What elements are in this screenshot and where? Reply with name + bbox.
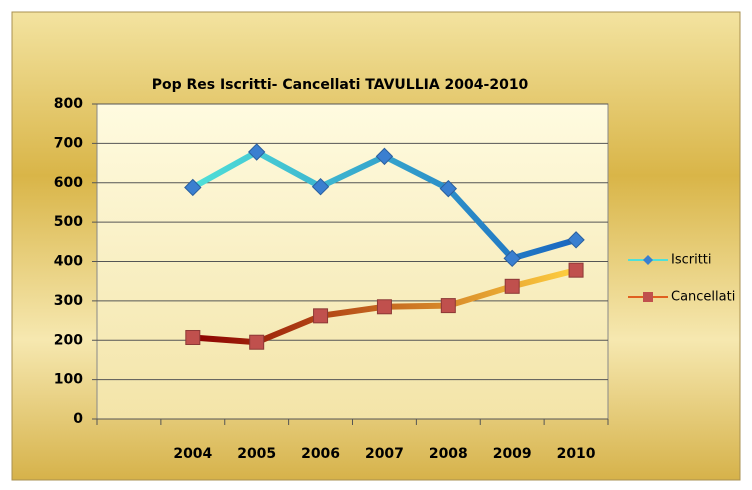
legend-marker <box>643 255 653 265</box>
legend-item: Iscritti <box>628 253 712 268</box>
x-tick-label: 2004 <box>173 446 212 462</box>
data-point <box>503 249 521 268</box>
data-point <box>247 143 266 161</box>
x-tick-label: 2008 <box>429 446 468 462</box>
data-point <box>313 308 329 324</box>
y-tick-label: 300 <box>54 293 83 309</box>
data-point <box>504 278 520 294</box>
y-tick-label: 0 <box>73 411 83 427</box>
y-tick-label: 200 <box>54 332 83 348</box>
x-tick-label: 2010 <box>557 446 596 462</box>
x-tick-label: 2005 <box>237 446 276 462</box>
data-point <box>185 329 201 345</box>
data-point <box>376 299 392 315</box>
data-point <box>249 334 265 350</box>
x-tick-label: 2006 <box>301 446 340 462</box>
data-point <box>567 231 585 249</box>
y-tick-label: 600 <box>54 175 83 191</box>
y-tick-label: 100 <box>54 372 83 388</box>
legend-marker <box>643 292 653 302</box>
data-point <box>439 179 458 198</box>
y-tick-label: 400 <box>54 254 83 270</box>
x-tick-label: 2007 <box>365 446 404 462</box>
data-point <box>440 298 456 314</box>
data-point <box>375 147 394 166</box>
y-tick-label: 700 <box>54 135 83 151</box>
y-tick-label: 500 <box>54 214 83 230</box>
data-point <box>184 178 202 197</box>
data-point <box>568 262 584 278</box>
x-tick-label: 2009 <box>493 446 532 462</box>
legend-label: Cancellati <box>671 290 735 305</box>
legend-label: Iscritti <box>671 253 712 268</box>
data-point <box>311 177 330 196</box>
y-tick-label: 800 <box>54 96 83 112</box>
chart-title: Pop Res Iscritti- Cancellati TAVULLIA 20… <box>152 77 529 93</box>
legend-item: Cancellati <box>628 290 735 305</box>
